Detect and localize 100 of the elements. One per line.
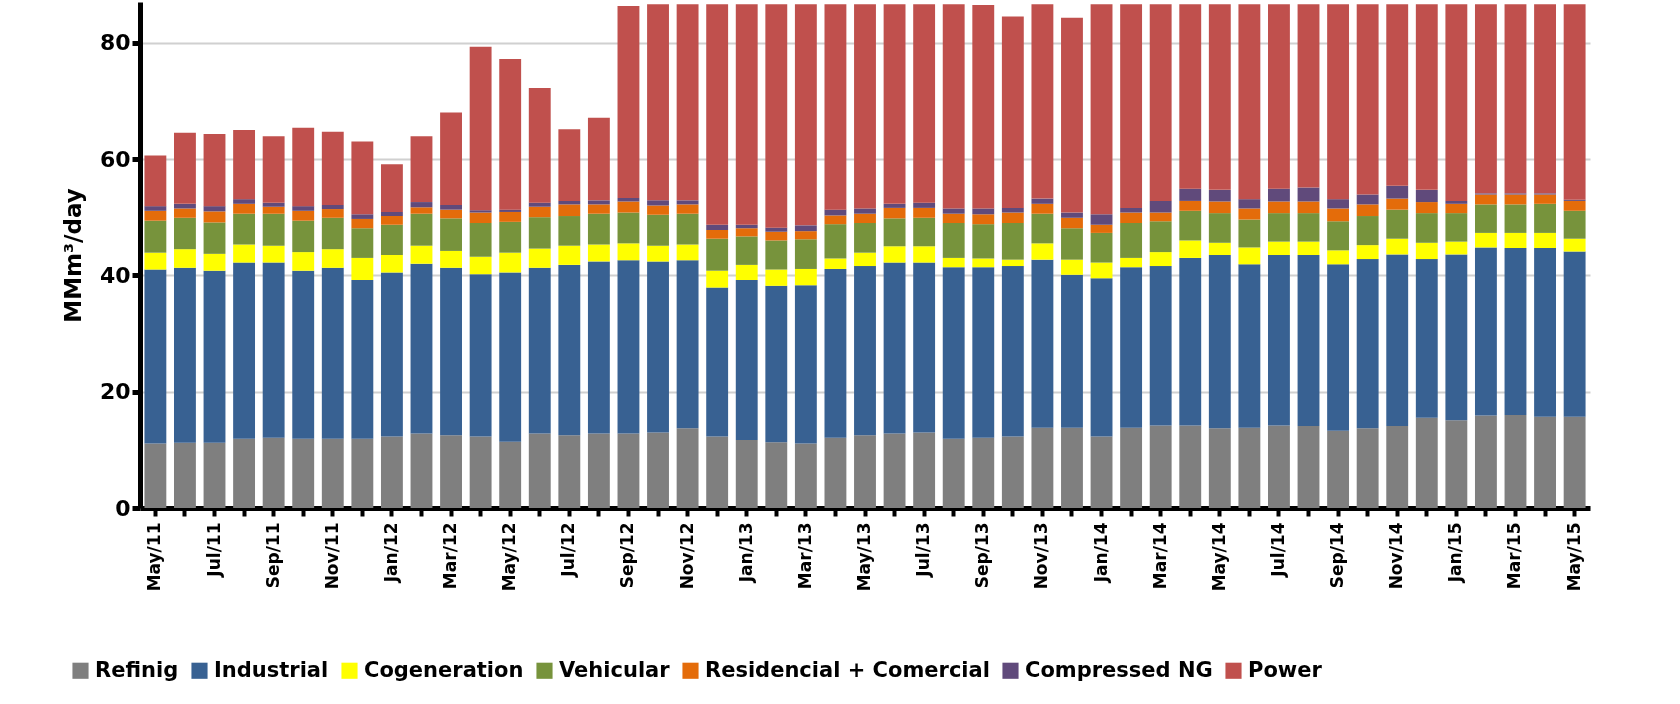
bar — [410, 202, 433, 208]
bar — [203, 211, 226, 223]
bar — [1120, 207, 1143, 213]
bar — [942, 267, 965, 439]
bar — [380, 164, 403, 212]
x-tick-label: Sep/13 — [972, 522, 993, 589]
bar — [528, 267, 551, 434]
bar — [380, 436, 403, 508]
bar — [440, 250, 462, 268]
bar — [469, 274, 492, 437]
bar — [1327, 208, 1350, 222]
bar — [1238, 264, 1261, 428]
bar — [351, 214, 374, 219]
bar — [1356, 245, 1379, 260]
bar — [321, 209, 344, 218]
bar — [854, 208, 876, 214]
bar — [1386, 198, 1409, 210]
bar — [351, 141, 374, 215]
bar — [1356, 259, 1379, 429]
x-tick-label: May/15 — [1563, 522, 1584, 592]
bar — [233, 129, 256, 200]
bar — [233, 213, 256, 245]
bar — [174, 132, 196, 204]
bar — [1297, 241, 1320, 255]
bar — [1563, 4, 1586, 200]
bar — [1031, 198, 1054, 204]
bar — [1563, 416, 1586, 508]
x-tick-label: Sep/11 — [262, 522, 283, 589]
bar — [617, 212, 640, 244]
bar — [351, 218, 374, 229]
bar — [262, 262, 285, 438]
bar — [174, 442, 196, 508]
bar — [440, 204, 462, 210]
bar — [528, 206, 551, 218]
bar — [647, 214, 669, 246]
bar — [1031, 427, 1054, 508]
x-tick-label: Jul/11 — [203, 522, 224, 578]
bar — [292, 252, 315, 271]
bar — [1179, 425, 1202, 508]
bar — [410, 263, 433, 434]
bar — [469, 436, 492, 508]
bar — [1534, 203, 1556, 233]
bar — [706, 238, 729, 271]
bar — [1001, 16, 1024, 208]
bar — [1563, 210, 1586, 239]
bar — [913, 207, 936, 218]
bar — [735, 236, 758, 265]
bar — [1327, 264, 1350, 431]
bar — [1356, 4, 1379, 195]
bar — [1090, 4, 1113, 215]
bar — [321, 438, 344, 508]
bar — [233, 203, 256, 214]
bar — [558, 204, 581, 217]
bar — [469, 212, 492, 224]
bar — [883, 4, 906, 204]
bar — [499, 59, 522, 210]
x-tick-label: Jul/12 — [558, 522, 579, 578]
bar — [351, 280, 374, 439]
bar — [676, 244, 699, 261]
bar — [1534, 4, 1556, 194]
bar — [1445, 213, 1468, 242]
bar — [824, 215, 847, 225]
bar — [587, 244, 610, 262]
bar — [1090, 214, 1113, 225]
bar — [1268, 201, 1290, 214]
bar — [144, 252, 167, 270]
bar — [883, 246, 906, 263]
bar — [972, 208, 995, 215]
bar — [1504, 248, 1527, 415]
bar — [647, 261, 669, 433]
bar — [1149, 221, 1172, 253]
bar — [1415, 259, 1438, 418]
x-tick-label: Nov/12 — [676, 522, 697, 590]
bar — [1445, 4, 1468, 201]
bar — [262, 213, 285, 246]
bar — [587, 117, 610, 201]
bar — [824, 224, 847, 259]
bar — [706, 270, 729, 288]
bar — [794, 225, 817, 232]
bar — [794, 239, 817, 269]
bar — [676, 428, 699, 508]
bar — [942, 208, 965, 214]
bar — [1120, 223, 1143, 258]
bar — [499, 441, 522, 508]
x-tick-label: Jan/12 — [380, 522, 401, 584]
bar — [174, 249, 196, 268]
bar — [292, 206, 315, 211]
bar — [942, 213, 965, 224]
bar — [617, 260, 640, 434]
bar — [1238, 4, 1261, 200]
bar — [292, 210, 315, 221]
bar — [587, 200, 610, 205]
bar — [617, 6, 640, 198]
bar — [647, 205, 669, 215]
bar — [1149, 200, 1172, 213]
x-tick-label: Nov/11 — [321, 522, 342, 590]
bar — [1149, 425, 1172, 508]
x-tick-label: Jul/13 — [913, 522, 934, 578]
bar — [1415, 189, 1438, 203]
bar — [854, 266, 876, 436]
